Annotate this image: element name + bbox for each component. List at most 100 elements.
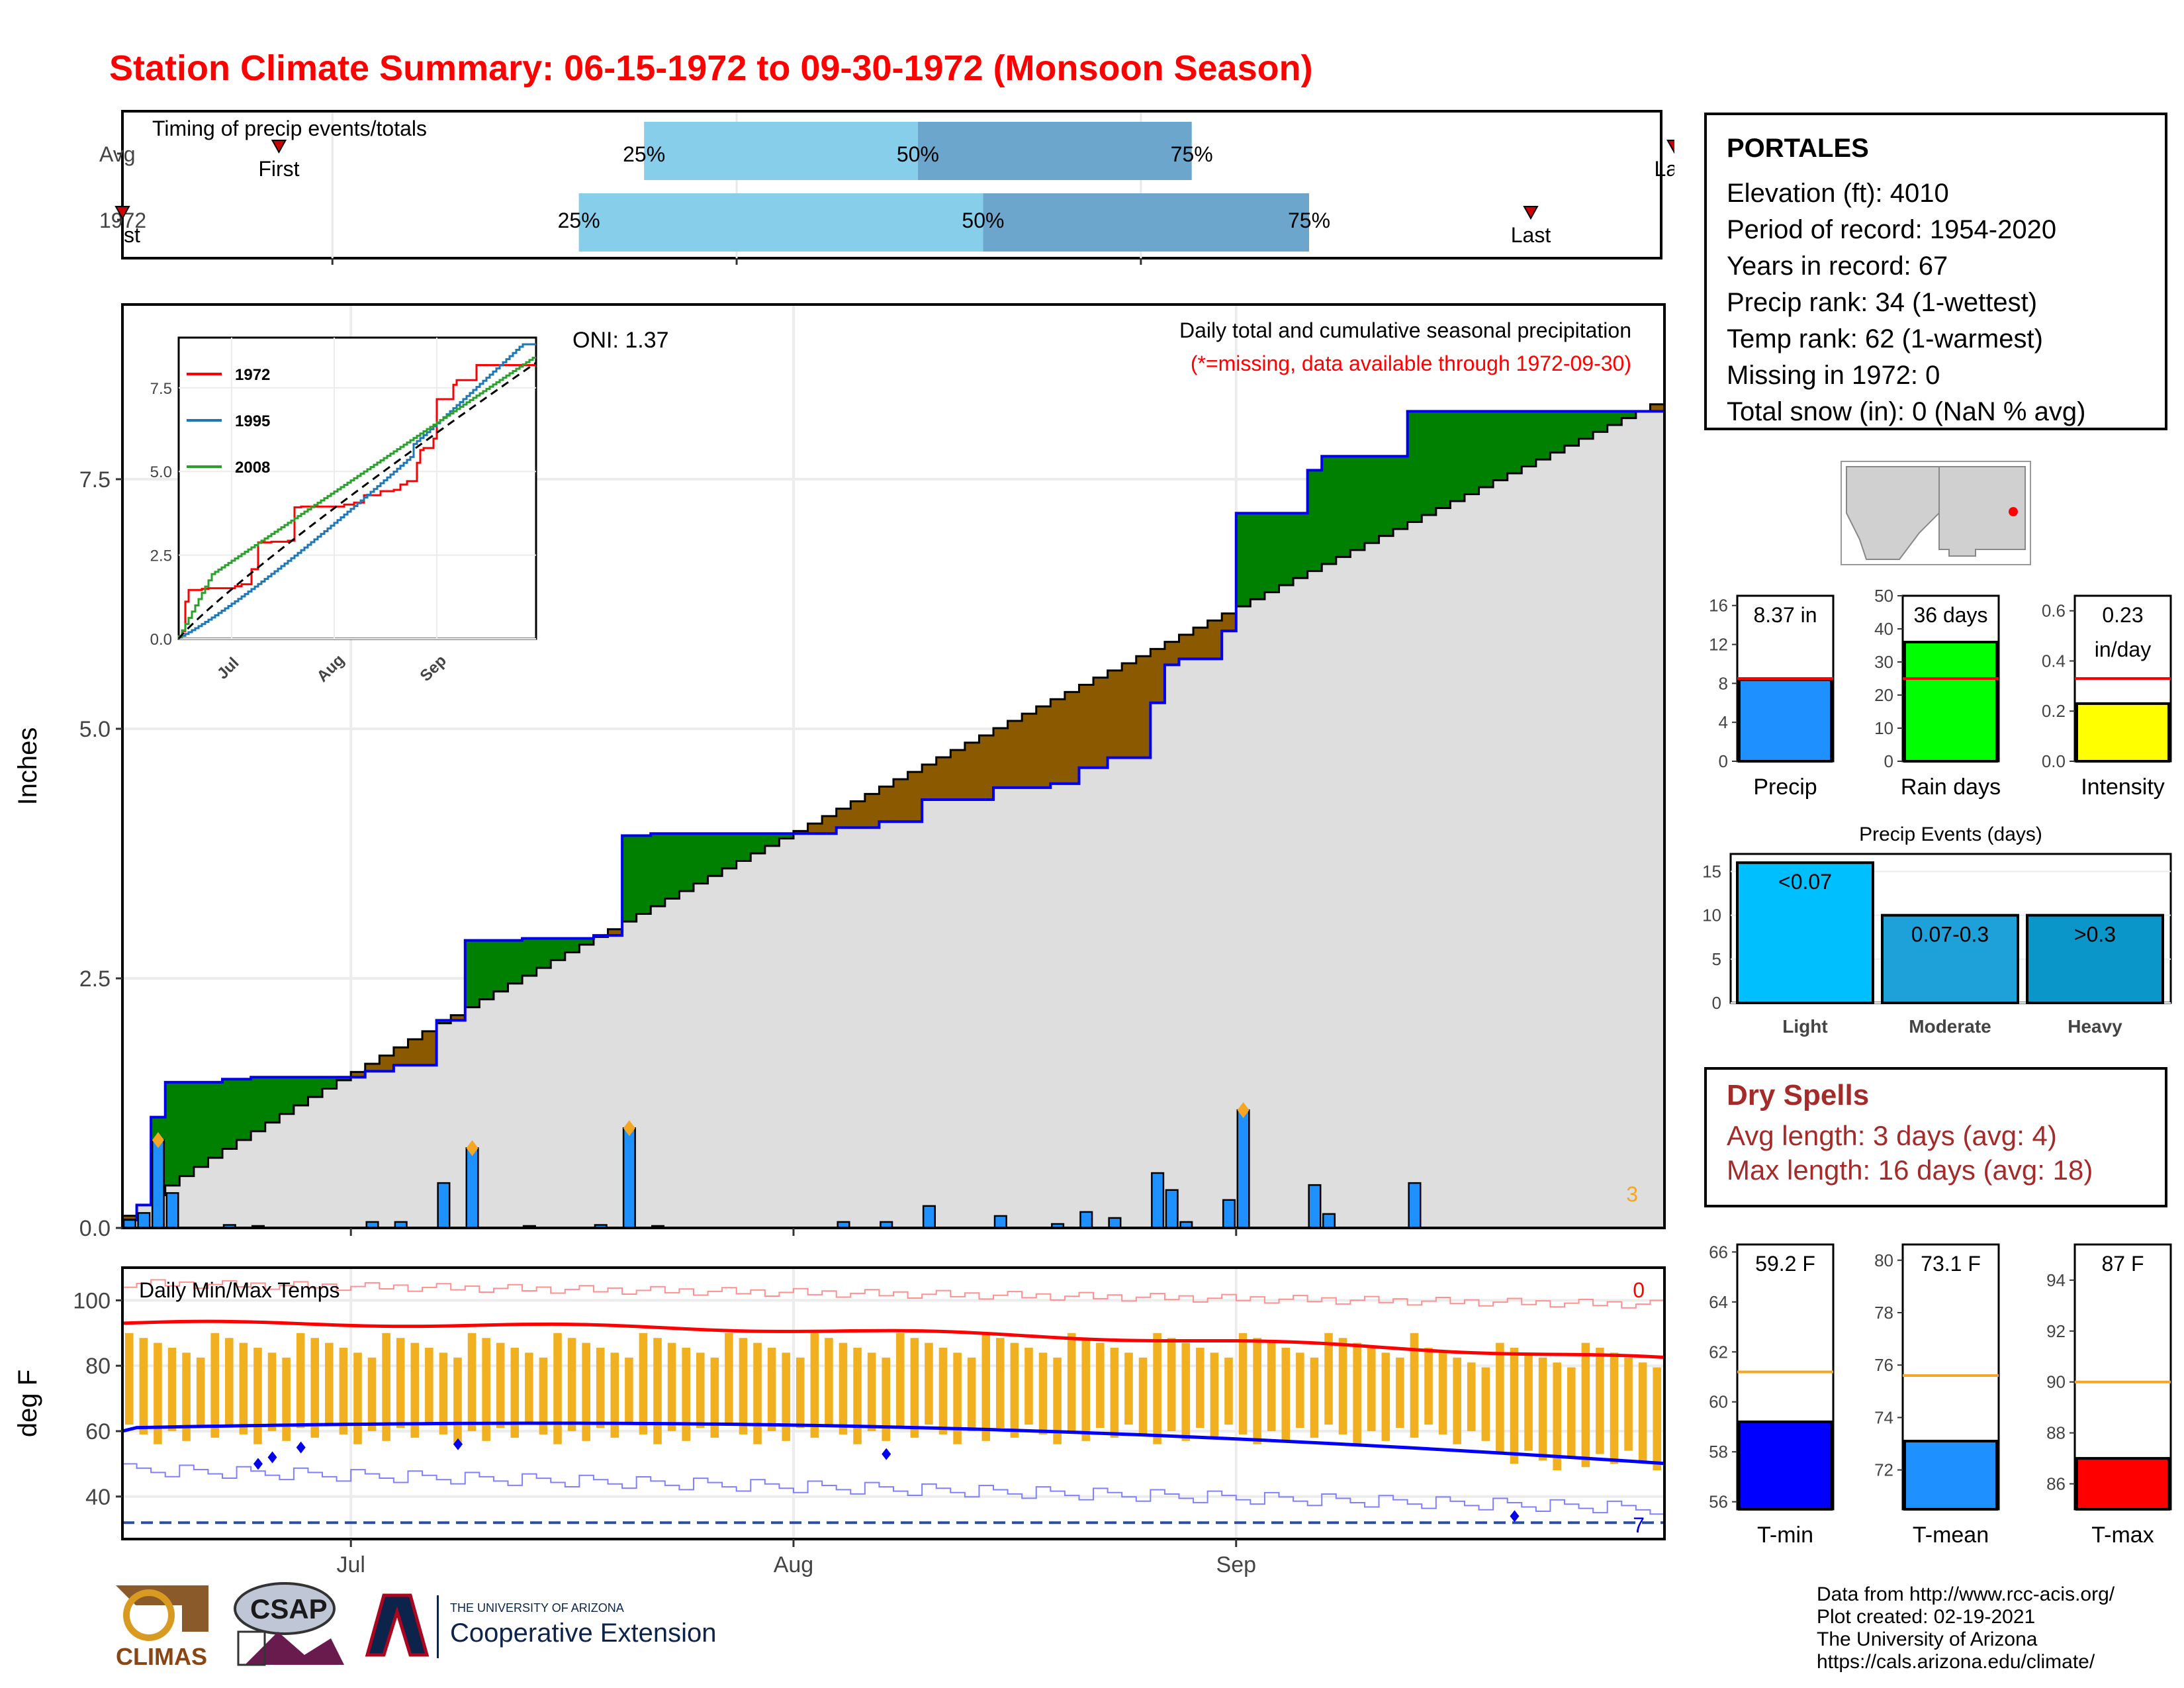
daily-temp-bar <box>725 1333 733 1425</box>
daily-temp-bar <box>1567 1367 1576 1458</box>
daily-temp-bar <box>682 1348 690 1441</box>
mini-chart-tick-label: 74 <box>1874 1407 1893 1427</box>
daily-temp-bar <box>1367 1348 1376 1431</box>
precip-climo-fill <box>751 853 766 1228</box>
precip-missing-note: (*=missing, data available through 1972-… <box>1191 352 1631 375</box>
daily-temp-bar <box>1024 1348 1033 1425</box>
precip-climo-line <box>121 403 1664 1228</box>
precip-anomaly-fill <box>1050 699 1066 784</box>
mini-chart-bar <box>2075 1457 2170 1511</box>
daily-precip-bar <box>437 1182 451 1229</box>
precip-climo-fill <box>1193 659 1208 1228</box>
daily-temp-bar <box>896 1333 905 1429</box>
precip-anomaly-fill <box>1293 513 1308 579</box>
precip-anomaly-fill <box>1479 411 1494 487</box>
precip-climo-fill <box>1050 783 1066 1228</box>
credit-line-3: https://cals.arizona.edu/climate/ <box>1817 1651 2095 1673</box>
mini-chart-tick-label: 76 <box>1874 1355 1893 1375</box>
mini-chart-value: 59.2 F <box>1755 1252 1815 1276</box>
daily-temp-bar <box>1496 1342 1504 1454</box>
precip-anomaly-fill <box>293 1077 308 1105</box>
precip-climo-fill <box>950 800 966 1228</box>
daily-precip-bar <box>1151 1172 1165 1229</box>
daily-temp-bar <box>839 1342 848 1434</box>
precip-climo-fill <box>1364 543 1380 1228</box>
daily-temp-bar <box>439 1352 448 1434</box>
precip-climo-fill <box>836 827 851 1228</box>
mini-chart-tick-label: 8 <box>1719 673 1728 693</box>
mini-chart-label: Intensity <box>2081 774 2165 800</box>
daily-temp-bar <box>367 1357 377 1431</box>
precip-climo-fill <box>1621 418 1637 1228</box>
record-low-marker <box>882 1448 891 1460</box>
daily-temp-bar <box>1638 1362 1647 1461</box>
inset-climo-line <box>177 361 537 639</box>
precip-climo-fill <box>1007 787 1023 1228</box>
mini-chart-value: 0.23 <box>2102 603 2143 627</box>
daily-temp-bar <box>567 1338 576 1431</box>
temp-chart: 40 60 80 100 Jul Aug Sep deg F Daily Min/Max Tem… <box>13 1266 1666 1577</box>
events-category-label: Heavy <box>2068 1016 2122 1037</box>
daily-temp-bar <box>267 1352 277 1431</box>
daily-temp-bar <box>1353 1342 1361 1444</box>
daily-temp-bar <box>1338 1338 1347 1434</box>
precip-anomaly-fill <box>736 833 751 861</box>
daily-temp-bar <box>225 1338 234 1425</box>
precip-anomaly-fill <box>379 1055 394 1072</box>
daily-temp-bar <box>1653 1367 1661 1471</box>
inset-legend-label: 1995 <box>235 412 270 430</box>
events-tick-label: 0 <box>1712 993 1721 1013</box>
mini-chart-tick-label: 62 <box>1709 1342 1728 1362</box>
precip-anomaly-fill <box>764 833 780 846</box>
daily-temp-bar <box>496 1342 505 1429</box>
temp-chart-label: Daily Min/Max Temps <box>139 1278 340 1302</box>
precip-anomaly-fill <box>779 833 794 839</box>
daily-temp-bar <box>739 1338 748 1434</box>
precip-anomaly-fill <box>1079 684 1094 768</box>
precip-anomaly-fill <box>836 808 851 828</box>
precip-climo-fill <box>1164 665 1179 1228</box>
precip-anomaly-fill <box>1222 613 1237 632</box>
inset-series-line <box>177 343 536 639</box>
precip-climo-fill <box>936 800 951 1228</box>
precip-chart: 0.0 2.5 5.0 7.5 Inches Daily total and cumula… <box>13 303 1666 1241</box>
daily-temp-bar <box>1553 1362 1561 1471</box>
station-line-4: Temp rank: 62 (1-warmest) <box>1727 324 2043 353</box>
precip-anomaly-fill <box>936 757 951 800</box>
precip-anomaly-fill <box>1122 663 1137 758</box>
credit-line-1: Plot created: 02-19-2021 <box>1817 1606 2036 1628</box>
precip-anomaly-fill <box>1379 456 1394 536</box>
temp-y-tick-label: 80 <box>85 1354 111 1379</box>
mini-chart-tick-label: 12 <box>1709 635 1728 655</box>
mini-chart-value: 8.37 in <box>1753 603 1817 627</box>
station-line-6: Total snow (in): 0 (NaN % avg) <box>1727 397 2086 426</box>
precip-climo-fill <box>1493 480 1508 1228</box>
events-bar-label: 0.07-0.3 <box>1911 923 1989 947</box>
daily-temp-bar <box>239 1342 248 1434</box>
precip-events-chart: Precip Events (days) 0 5 10 15 <0.07 Light 0.07… <box>1702 823 2172 1037</box>
station-line-3: Precip rank: 34 (1-wettest) <box>1727 288 2038 317</box>
mini-precip-charts: 0 4 8 12 16 8.37 in Precip 0 10 20 30 40 50 36 days Ra… <box>1709 586 2172 800</box>
precip-y-tick-label: 2.5 <box>79 966 111 992</box>
precip-anomaly-fill <box>1064 692 1079 784</box>
precip-anomaly-fill <box>964 742 979 800</box>
precip-anomaly-fill <box>1507 411 1522 473</box>
timing-last-label: Last <box>1654 157 1674 181</box>
precip-climo-fill <box>1464 494 1480 1228</box>
mini-chart-tick-label: 58 <box>1709 1442 1728 1462</box>
record-high-count: 0 <box>1633 1278 1645 1302</box>
dry-spells-avg: Avg length: 3 days (avg: 4) <box>1727 1120 2057 1151</box>
precip-max-marker <box>466 1140 478 1156</box>
precip-climo-fill <box>993 787 1009 1228</box>
temp-y-tick-label: 40 <box>85 1485 111 1510</box>
precip-climo-fill <box>822 833 837 1228</box>
precip-anomaly-fill <box>993 727 1009 788</box>
record-min-line <box>122 1463 1664 1515</box>
precip-anomaly-fill <box>393 1047 408 1066</box>
daily-precip-bar <box>137 1212 151 1229</box>
daily-temp-bar <box>1281 1348 1291 1441</box>
precip-anomaly-fill <box>1364 456 1380 543</box>
daily-temp-bar <box>1438 1352 1447 1434</box>
precip-climo-fill <box>707 876 723 1228</box>
mini-chart-tick-label: 56 <box>1709 1492 1728 1512</box>
